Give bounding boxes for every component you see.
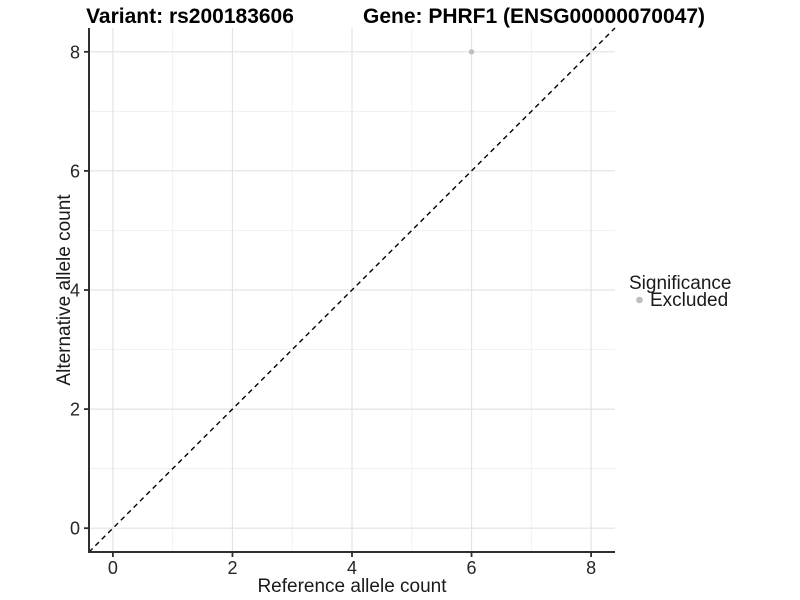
scatter-point <box>468 49 475 55</box>
data-points <box>468 49 475 55</box>
y-tick-label: 8 <box>70 42 80 62</box>
y-tick-label: 6 <box>70 161 80 181</box>
axis-tick-labels: 0 2 4 6 8 0 2 4 6 8 <box>70 42 596 578</box>
x-axis-title: Reference allele count <box>257 576 447 597</box>
plot-title-gene: Gene: PHRF1 (ENSG00000070047) <box>363 5 705 28</box>
identity-reference-line <box>88 27 616 553</box>
x-tick-label: 2 <box>227 558 237 578</box>
legend-title: Significance <box>629 273 731 294</box>
dashed-identity-line <box>88 27 616 553</box>
x-tick-label: 6 <box>467 558 477 578</box>
legend: Significance Excluded <box>629 273 731 311</box>
x-tick-label: 4 <box>347 558 357 578</box>
axis-tick-marks <box>84 50 592 557</box>
legend-label-excluded: Excluded <box>650 290 728 311</box>
legend-key-excluded-dot <box>636 296 643 304</box>
x-tick-label: 8 <box>586 558 596 578</box>
y-axis-title: Alternative allele count <box>54 194 75 386</box>
y-tick-label: 4 <box>70 281 80 301</box>
major-gridlines <box>89 28 615 552</box>
y-tick-label: 0 <box>70 519 80 539</box>
x-tick-label: 0 <box>108 558 118 578</box>
y-tick-label: 2 <box>70 400 80 420</box>
plot-title-variant: Variant: rs200183606 <box>86 5 294 28</box>
